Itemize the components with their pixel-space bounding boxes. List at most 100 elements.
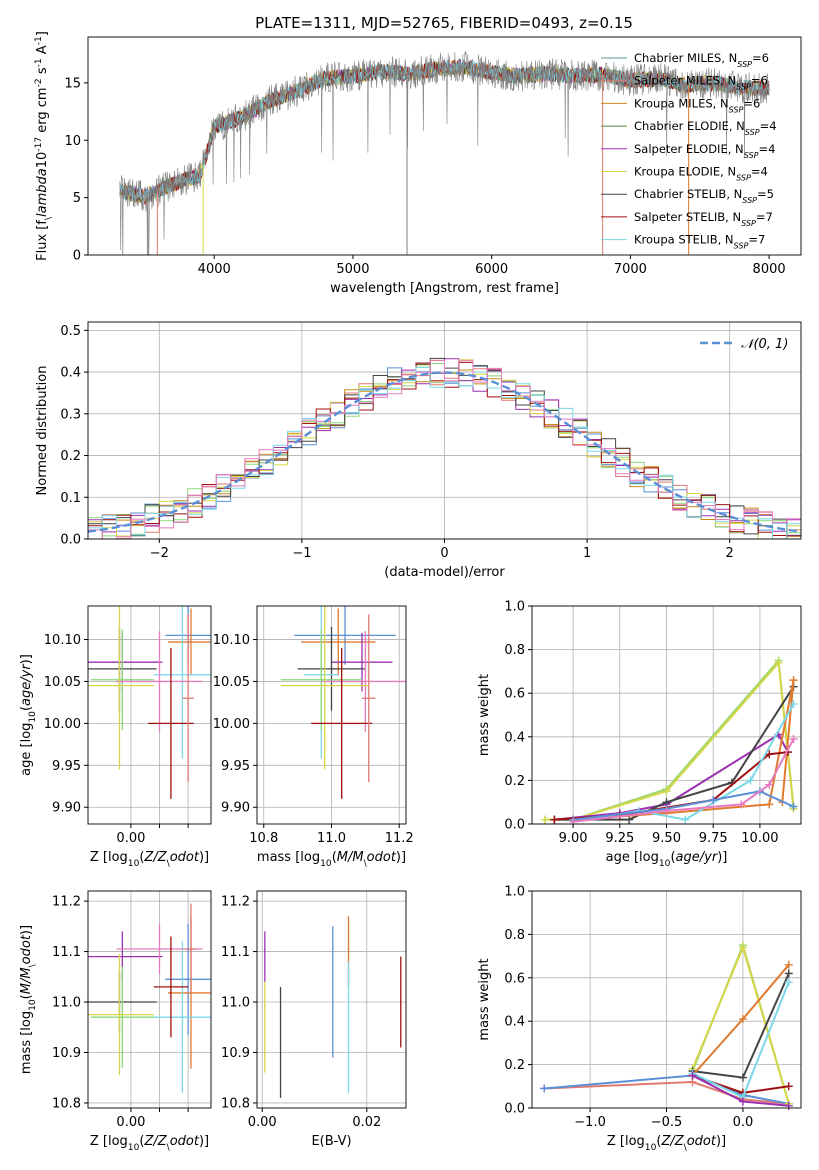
label-fragment: (data-model)/error: [384, 565, 505, 580]
label-fragment: (: [139, 850, 144, 865]
y-tick-label: 0.4: [60, 366, 81, 381]
y-tick-label: 0.1: [60, 491, 81, 506]
label-fragment: SSP: [737, 60, 752, 69]
x-tick-label: 2: [726, 546, 734, 561]
y-tick-label: 11.0: [221, 996, 250, 1011]
residual-plot: [88, 357, 801, 539]
legend-label: Kroupa STELIB, NSSP=7: [634, 233, 765, 251]
weight-marker: [789, 734, 798, 743]
weight-marker: [784, 1082, 793, 1091]
y-tick-label: 0.0: [504, 1102, 525, 1117]
weight-marker: [709, 796, 718, 805]
y-tick-label: 5: [73, 191, 81, 206]
label-fragment: odot: [687, 1134, 717, 1149]
y-axis-label: Flux [f\lambda10-17 erg cm-2 s-1 A-1]: [34, 31, 54, 261]
label-fragment: SSP: [745, 128, 760, 137]
label-fragment: 10: [35, 152, 50, 169]
label-fragment: \: [364, 859, 368, 869]
y-tick-label: 11.2: [52, 895, 81, 910]
weight-marker: [662, 806, 671, 815]
label-fragment: \: [44, 216, 54, 220]
x-axis-label: mass [log10(M/M\odot)]: [257, 850, 406, 869]
y-tick-label: 15: [64, 76, 81, 91]
y-tick-label: 9.95: [221, 759, 250, 774]
histogram-step: [88, 359, 801, 539]
label-fragment: (: [19, 994, 34, 999]
x-tick-label: 9.25: [605, 831, 634, 846]
label-fragment: 10: [28, 711, 38, 723]
label-fragment: (: [19, 706, 34, 711]
y-axis-label: mass weight: [477, 958, 492, 1040]
x-tick-label: 10.00: [741, 831, 778, 846]
y-tick-label: 0.8: [504, 928, 525, 943]
y-tick-label: 10.9: [52, 1046, 81, 1061]
x-tick-label: 7000: [614, 262, 647, 277]
weight-marker: [789, 802, 798, 811]
x-tick-label: 5000: [336, 262, 369, 277]
label-fragment: \: [684, 1143, 688, 1153]
y-tick-label: 0.2: [60, 449, 81, 464]
legend-label: Chabrier STELIB, NSSP=5: [634, 187, 774, 205]
panel-mass_vs_ebv: 0.00 0.02 10.8 10.9 11.0 11.1 11.2 E(B-V): [221, 890, 407, 1149]
label-fragment: odot: [367, 850, 397, 865]
weight-marker: [681, 815, 690, 824]
y-tick-label: 11.1: [52, 945, 81, 960]
label-fragment: )]: [19, 925, 34, 935]
label-fragment: SSP: [736, 82, 751, 91]
label-fragment: age/yr: [19, 663, 34, 706]
label-fragment: 10: [645, 1143, 657, 1153]
label-fragment: odot: [19, 934, 34, 964]
label-fragment: ]: [35, 31, 50, 36]
x-tick-label: 0: [440, 546, 448, 561]
label-fragment: SSP: [744, 150, 759, 159]
errorbar-plot: [280, 606, 406, 799]
panel-residuals: −2 −1 0 1 2 0.0 0.1 0.2 0.3 0.4 0.5 (data-model)/er…: [35, 321, 802, 580]
axes-frame: [87, 890, 212, 1109]
weight-marker: [625, 815, 634, 824]
y-tick-label: 10.8: [52, 1096, 81, 1111]
y-tick-label: 0.2: [504, 774, 525, 789]
label-fragment: =4: [758, 142, 775, 156]
label-fragment: Kroupa MILES, N: [634, 96, 729, 110]
label-fragment: M/M: [19, 967, 34, 994]
label-fragment: wavelength [Angstrom, rest frame]: [330, 281, 559, 296]
y-axis-label: age [log10(age/yr)]: [19, 654, 38, 776]
y-tick-label: 11.2: [221, 895, 250, 910]
label-fragment: Kroupa STELIB, N: [634, 233, 734, 247]
label-fragment: =7: [748, 233, 765, 247]
normal-curve: [88, 371, 801, 533]
x-tick-label: 6000: [475, 262, 508, 277]
y-tick-label: 10: [64, 134, 81, 149]
legend-label: Kroupa ELODIE, NSSP=4: [634, 165, 768, 183]
label-fragment: =4: [751, 165, 768, 179]
label-fragment: mass weight: [477, 674, 492, 756]
x-axis-label: Z [log10(Z/Z\odot)]: [607, 1134, 726, 1153]
label-fragment: E(B-V): [311, 1134, 351, 1149]
weight-marker: [746, 776, 755, 785]
y-tick-label: 9.90: [221, 801, 250, 816]
data-spectrum-line: [119, 51, 770, 255]
page-title: PLATE=1311, MJD=52765, FIBERID=0493, z=0…: [255, 14, 633, 32]
y-tick-label: 9.95: [52, 759, 81, 774]
label-fragment: Z [log: [90, 850, 128, 865]
legend-label: Salpeter MILES, NSSP=6: [634, 74, 768, 92]
weight-marker: [765, 780, 774, 789]
label-fragment: 10: [659, 859, 671, 869]
x-axis-label: Z [log10(Z/Z\odot)]: [90, 850, 209, 869]
label-fragment: age/yr: [676, 850, 719, 865]
label-fragment: Salpeter MILES, N: [634, 74, 736, 88]
label-fragment: mass weight: [477, 958, 492, 1040]
label-fragment: Z/Z: [143, 1134, 167, 1149]
x-tick-label: 10.8: [249, 831, 278, 846]
label-fragment: Chabrier ELODIE, N: [634, 119, 745, 133]
label-fragment: Flux [f: [35, 220, 50, 261]
weight-line: [573, 679, 795, 821]
legend-label: Salpeter ELODIE, NSSP=4: [634, 142, 775, 160]
label-fragment: age [log: [606, 850, 659, 865]
spectrum-plot: [119, 51, 770, 255]
weight-marker: [784, 969, 793, 978]
y-tick-label: 0: [73, 249, 81, 264]
x-tick-label: 9.50: [652, 831, 681, 846]
label-fragment: )]: [199, 850, 209, 865]
